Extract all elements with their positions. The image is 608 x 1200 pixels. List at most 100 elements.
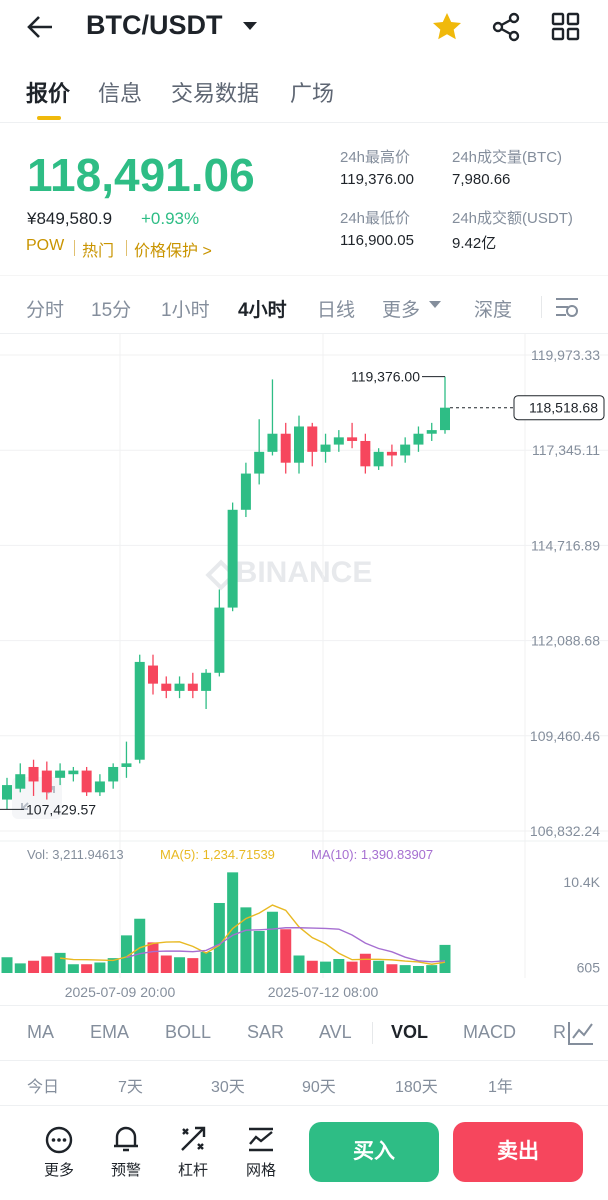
divider	[0, 1060, 608, 1061]
ma5-line	[60, 904, 446, 965]
nav-label[interactable]: 更多	[43, 1162, 74, 1179]
pair-dropdown[interactable]	[242, 21, 258, 31]
x-tick-label: 2025-07-12 08:00	[268, 984, 379, 1000]
volume-bar	[227, 872, 239, 973]
leverage-icon[interactable]	[178, 1124, 208, 1154]
back-button[interactable]	[26, 14, 56, 40]
indicator-tab[interactable]: BOLL	[165, 1022, 212, 1042]
tag: 热门	[82, 243, 115, 260]
vol-tick-label: 10.4K	[563, 874, 600, 890]
chart-settings[interactable]	[554, 295, 580, 319]
volume-bar	[333, 958, 345, 973]
share-button[interactable]	[492, 12, 522, 42]
indicator-tab[interactable]: EMA	[90, 1022, 130, 1042]
separator	[541, 296, 542, 318]
volume-bar	[213, 902, 225, 973]
candle-body	[121, 763, 132, 767]
candle-body	[373, 451, 384, 467]
indicator-tab[interactable]: MACD	[463, 1022, 516, 1042]
volume-bar	[14, 963, 26, 973]
indicator-tab[interactable]: MA	[27, 1022, 54, 1042]
candle-body	[15, 774, 26, 789]
candle-body	[81, 770, 92, 793]
interval-tab[interactable]: 日线	[317, 300, 356, 321]
tag[interactable]: 价格保护 >	[134, 243, 212, 260]
interval-tab[interactable]: 15分	[91, 300, 132, 321]
interval-tab[interactable]: 深度	[474, 300, 513, 321]
volume-bar	[160, 955, 172, 973]
stat-label: 24h成交额(USDT)	[452, 210, 573, 227]
candle-body	[134, 661, 145, 760]
main-tab[interactable]: 信息	[98, 81, 143, 106]
volume-bar	[54, 952, 66, 973]
main-tab[interactable]: 交易数据	[171, 81, 260, 106]
interval-tab[interactable]: 分时	[26, 300, 65, 321]
more-dropdown[interactable]	[428, 300, 442, 310]
x-tick-label: 2025-07-09 20:00	[65, 984, 176, 1000]
ma10-line	[126, 927, 446, 963]
candle-body	[280, 433, 291, 463]
divider	[0, 275, 608, 276]
indicator-tab[interactable]: AVL	[319, 1022, 352, 1042]
stat-label: 24h成交量(BTC)	[452, 149, 563, 166]
indicator-tab[interactable]: R	[553, 1022, 566, 1042]
stat-value: 9.42亿	[452, 235, 497, 252]
last-price-label: 118,518.68	[529, 400, 598, 416]
indicator-settings[interactable]	[566, 1020, 596, 1046]
interval-tab[interactable]: 4小时	[238, 300, 287, 321]
cny-price: ¥849,580.9	[27, 209, 113, 228]
main-tab[interactable]: 广场	[290, 81, 335, 106]
interval-tab[interactable]: 更多	[382, 300, 421, 321]
volume-bar	[120, 935, 132, 973]
period-label[interactable]: 180天	[395, 1079, 438, 1096]
candle-body	[254, 451, 265, 474]
candle-body	[148, 665, 158, 684]
favorite-star[interactable]	[432, 12, 462, 42]
more-icon[interactable]	[44, 1125, 74, 1155]
last-price-box	[513, 395, 605, 421]
volume-bar	[107, 958, 119, 973]
period-label[interactable]: 7天	[118, 1079, 143, 1096]
volume-bar	[240, 907, 252, 973]
pair-title[interactable]: BTC/USDT	[86, 10, 223, 40]
volume-bar	[386, 964, 398, 973]
buy-button[interactable]: 买入	[309, 1122, 439, 1182]
volume-bar	[67, 964, 79, 973]
nav-label[interactable]: 网格	[245, 1162, 276, 1179]
period-label[interactable]: 90天	[302, 1079, 336, 1096]
candle-body	[400, 444, 411, 456]
candle-body	[360, 440, 371, 467]
volume-bar	[426, 965, 438, 973]
volume-bar	[359, 953, 371, 973]
volume-bar	[81, 964, 93, 973]
candle-body	[68, 770, 79, 775]
y-tick-label: 112,088.68	[531, 633, 600, 649]
watermark: BINANCE	[236, 556, 373, 589]
divider	[0, 1105, 608, 1106]
candle-body	[187, 683, 198, 691]
nav-label[interactable]: 预警	[110, 1162, 141, 1179]
candle-body	[307, 426, 318, 452]
nav-label[interactable]: 杠杆	[177, 1162, 208, 1179]
alert-icon[interactable]	[111, 1124, 141, 1154]
period-label[interactable]: 1年	[488, 1079, 513, 1096]
indicator-tab[interactable]: SAR	[247, 1022, 285, 1042]
candle-body	[214, 607, 225, 673]
low-label: 107,429.57	[26, 801, 96, 817]
grid-icon[interactable]	[246, 1124, 276, 1154]
divider	[0, 333, 608, 334]
volume-bar	[320, 961, 332, 973]
candle-body	[413, 433, 424, 445]
high-label: 119,376.00	[351, 369, 420, 385]
tab-indicator	[37, 116, 61, 120]
vol-tick-label: 605	[577, 960, 601, 976]
volume-bar	[346, 961, 358, 973]
period-label[interactable]: 今日	[27, 1079, 60, 1096]
period-label[interactable]: 30天	[211, 1079, 245, 1096]
main-tab[interactable]: 报价	[26, 81, 71, 106]
indicator-tab[interactable]: VOL	[391, 1022, 429, 1042]
sell-button[interactable]: 卖出	[453, 1122, 583, 1182]
interval-tab[interactable]: 1小时	[161, 300, 210, 321]
layout-button[interactable]	[551, 12, 581, 42]
stat-label: 24h最低价	[340, 210, 411, 227]
